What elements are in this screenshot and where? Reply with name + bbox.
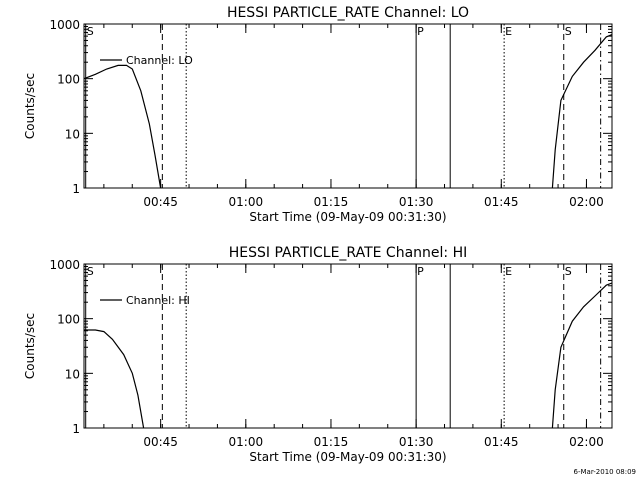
x-tick-label: 01:00 [229,435,264,449]
chart-title: HESSI PARTICLE_RATE Channel: HI [229,245,467,261]
y-tick-label: 100 [57,73,80,87]
x-axis-label: Start Time (09-May-09 00:31:30) [249,450,446,464]
event-marker-label: S [87,265,94,278]
series-line [551,34,613,189]
y-axis-label: Counts/sec [23,73,37,139]
event-marker-label: P [417,25,424,38]
x-tick-label: 01:00 [229,195,264,209]
footer-timestamp: 6-Mar-2010 08:09 [574,468,636,476]
event-marker-label: P [417,265,424,278]
y-tick-label: 10 [65,367,80,381]
y-tick-label: 1 [72,182,80,196]
series-line [551,282,613,429]
x-tick-label: 02:00 [569,195,604,209]
x-tick-label: 01:30 [399,435,434,449]
series-line [84,329,145,429]
y-tick-label: 1 [72,422,80,436]
event-marker-label: S [565,25,572,38]
event-marker-label: E [505,25,512,38]
y-tick-label: 10 [65,127,80,141]
x-tick-label: 02:00 [569,435,604,449]
event-marker-label: S [87,25,94,38]
plot-frame [83,23,613,189]
chart-panel: HESSI PARTICLE_RATE Channel: LO Start Tim… [23,5,613,224]
x-tick-label: 01:30 [399,195,434,209]
plot-frame [83,263,613,429]
x-tick-label: 00:45 [143,435,178,449]
legend-label: Channel: LO [126,54,193,67]
x-tick-label: 01:15 [314,195,349,209]
event-marker-label: E [505,265,512,278]
x-tick-label: 01:15 [314,435,349,449]
x-tick-label: 01:45 [484,435,519,449]
y-tick-label: 1000 [49,18,80,32]
y-tick-label: 1000 [49,258,80,272]
chart-title: HESSI PARTICLE_RATE Channel: LO [227,5,469,21]
y-tick-label: 100 [57,313,80,327]
x-tick-label: 01:45 [484,195,519,209]
x-tick-label: 00:45 [143,195,178,209]
event-marker-label: S [565,265,572,278]
x-axis-label: Start Time (09-May-09 00:31:30) [249,210,446,224]
legend-label: Channel: HI [126,294,190,307]
chart-panel: HESSI PARTICLE_RATE Channel: HI Start Tim… [23,245,613,464]
y-axis-label: Counts/sec [23,313,37,379]
series-line [83,64,162,189]
